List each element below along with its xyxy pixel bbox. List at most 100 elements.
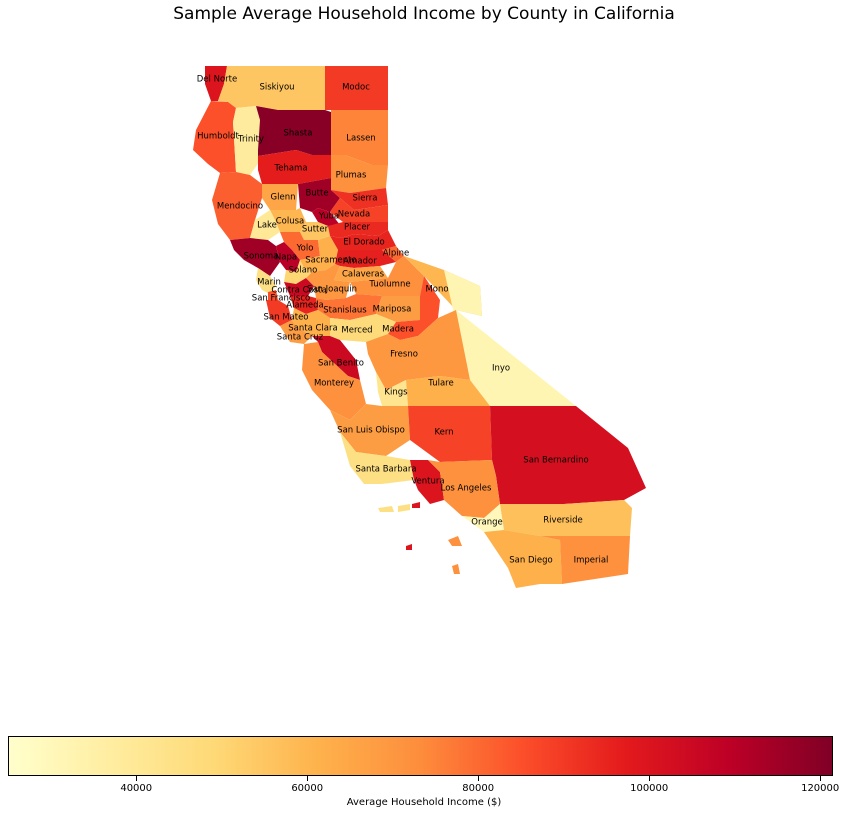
county-calaveras <box>334 266 388 282</box>
county-label-san-francisco: San Francisco <box>252 294 310 304</box>
county-label-san-bernardino: San Bernardino <box>523 456 588 466</box>
county-label-mono: Mono <box>425 285 448 295</box>
county-ventura <box>410 460 444 504</box>
county-siskiyou <box>218 66 325 110</box>
island-shape <box>412 502 420 508</box>
colorbar-tick <box>136 776 138 781</box>
county-kern <box>382 406 492 462</box>
county-orange <box>462 504 504 532</box>
county-label-monterey: Monterey <box>314 379 354 389</box>
county-label-solano: Solano <box>289 266 318 276</box>
county-label-sutter: Sutter <box>302 225 329 235</box>
county-san-luis-obispo <box>330 404 410 456</box>
county-colusa <box>270 208 306 232</box>
county-label-yolo: Yolo <box>296 244 314 254</box>
colorbar-tick-label: 40000 <box>120 783 153 794</box>
county-label-merced: Merced <box>341 326 372 336</box>
county-san-bernardino <box>490 406 646 504</box>
county-tulare <box>406 376 490 406</box>
county-label-orange: Orange <box>471 518 502 528</box>
county-mariposa <box>376 296 420 322</box>
county-butte <box>298 178 340 212</box>
map-title: Sample Average Household Income by Count… <box>173 4 675 24</box>
county-sierra <box>331 188 388 210</box>
county-label-mariposa: Mariposa <box>373 305 412 315</box>
county-los-angeles <box>428 460 500 518</box>
colorbar-tick <box>478 776 480 781</box>
county-label-tehama: Tehama <box>273 164 307 174</box>
county-imperial <box>540 536 630 584</box>
county-sutter <box>300 222 330 240</box>
county-alpine <box>382 246 404 262</box>
colorbar-tick-label: 100000 <box>630 783 669 794</box>
county-napa <box>276 242 300 272</box>
county-label-san-luis-obispo: San Luis Obispo <box>337 426 405 436</box>
county-nevada <box>330 198 388 222</box>
county-shasta <box>256 106 331 156</box>
county-label-calaveras: Calaveras <box>342 270 385 280</box>
county-modoc <box>325 66 388 110</box>
county-label-sonoma: Sonoma <box>244 252 279 262</box>
county-label-lake: Lake <box>257 221 277 231</box>
county-label-tulare: Tulare <box>427 379 453 389</box>
county-san-joaquin <box>306 264 350 300</box>
county-label-tuolumne: Tuolumne <box>368 280 410 290</box>
county-merced <box>330 314 396 342</box>
county-trinity <box>233 106 262 175</box>
county-label-humboldt: Humboldt <box>197 132 239 142</box>
county-del-norte <box>205 66 227 101</box>
county-label-madera: Madera <box>382 325 414 335</box>
county-label-lassen: Lassen <box>346 134 375 144</box>
county-labels: Del Norte Siskiyou Modoc Humboldt Trinity Sha… <box>197 75 609 566</box>
county-label-sacramento: Sacramento <box>305 256 356 266</box>
county-solano <box>284 260 312 284</box>
county-label-santa-barbara: Santa Barbara <box>355 465 416 475</box>
county-label-butte: Butte <box>305 189 328 199</box>
colorbar-tick-label: 60000 <box>291 783 324 794</box>
county-label-siskiyou: Siskiyou <box>259 83 294 93</box>
county-label-shasta: Shasta <box>284 129 313 139</box>
county-san-benito <box>312 336 360 380</box>
county-label-santa-clara: Santa Clara <box>288 324 337 334</box>
county-label-ventura: Ventura <box>411 477 444 487</box>
colorbar-label: Average Household Income ($) <box>346 797 502 808</box>
colorbar-tick-label: 80000 <box>462 783 495 794</box>
county-marin <box>256 268 276 294</box>
county-label-stanislaus: Stanislaus <box>323 306 367 316</box>
county-label-contra-costa: Contra Costa <box>271 286 326 296</box>
county-label-marin: Marin <box>257 278 281 288</box>
county-sonoma <box>230 238 280 276</box>
county-label-kings: Kings <box>384 388 408 398</box>
county-label-modoc: Modoc <box>342 83 370 93</box>
island-shape <box>452 564 460 574</box>
colorbar-tick <box>820 776 822 781</box>
county-label-del-norte: Del Norte <box>197 75 237 85</box>
colorbar-tick <box>649 776 651 781</box>
county-santa-barbara <box>340 432 414 484</box>
county-plumas <box>331 155 388 193</box>
county-tuolumne <box>350 256 424 296</box>
county-label-mendocino: Mendocino <box>217 202 263 212</box>
county-label-glenn: Glenn <box>271 193 296 203</box>
county-monterey <box>302 342 366 420</box>
county-label-kern: Kern <box>434 428 453 438</box>
county-label-san-diego: San Diego <box>509 556 552 566</box>
county-san-francisco <box>268 290 278 300</box>
county-label-alpine: Alpine <box>383 249 410 259</box>
county-mendocino <box>212 172 262 240</box>
county-contra-costa <box>284 278 314 296</box>
county-madera <box>388 276 440 340</box>
county-stanislaus <box>316 294 382 320</box>
county-lassen <box>331 110 388 165</box>
county-placer <box>328 222 388 238</box>
county-humboldt <box>193 101 236 173</box>
california-county-map: Del Norte Siskiyou Modoc Humboldt Trinity Sha… <box>193 66 646 588</box>
county-santa-clara <box>292 308 330 336</box>
county-label-fresno: Fresno <box>390 350 418 360</box>
county-san-diego <box>484 530 562 588</box>
county-yuba <box>312 208 340 226</box>
county-label-placer: Placer <box>344 223 371 233</box>
county-san-mateo <box>266 300 292 326</box>
county-label-los-angeles: Los Angeles <box>441 484 492 494</box>
island-shape <box>378 506 394 512</box>
